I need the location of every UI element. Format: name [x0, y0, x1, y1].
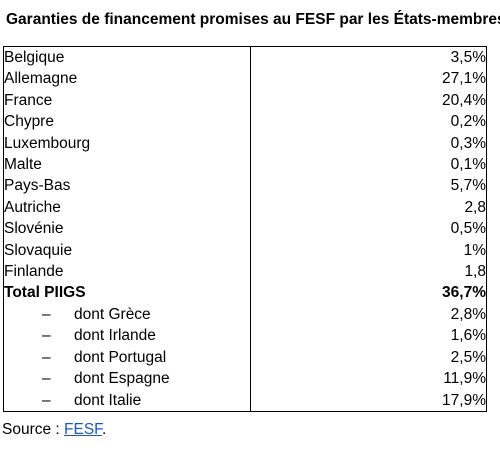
country-cell: Finlande — [3, 261, 251, 283]
sub-country-label: dont Espagne — [74, 370, 170, 388]
value-cell: 1,6% — [250, 325, 487, 347]
sub-country-label: dont Italie — [74, 391, 142, 409]
table-row: Chypre 0,2% — [3, 111, 487, 133]
sub-country-cell: – dont Irlande — [3, 325, 251, 347]
value-cell: 17,9% — [250, 389, 487, 412]
country-cell: Autriche — [3, 196, 251, 219]
sub-country-cell: – dont Italie — [3, 389, 251, 412]
country-cell: Belgique — [3, 46, 251, 69]
source-link[interactable]: FESF — [64, 421, 102, 438]
value-cell: 20,4% — [250, 89, 487, 112]
table-row: Malte 0,1% — [3, 154, 487, 176]
sub-country-label: dont Portugal — [74, 348, 167, 366]
table-row: Finlande 1,8 — [3, 261, 487, 283]
table-row: Belgique 3,5% — [3, 46, 487, 69]
sub-country-cell: – dont Grèce — [3, 303, 251, 326]
value-cell: 1,8 — [250, 261, 487, 283]
table-row: France 20,4% — [3, 89, 487, 112]
value-cell: 0,3% — [250, 132, 487, 155]
source-prefix: Source : — [2, 421, 65, 438]
country-cell: France — [3, 89, 251, 112]
sub-row: – dont Espagne 11,9% — [3, 368, 487, 390]
dash-bullet: – — [42, 370, 51, 388]
table-row: Slovaquie 1% — [3, 239, 487, 262]
sub-row: – dont Portugal 2,5% — [3, 346, 487, 369]
sub-country-cell: – dont Portugal — [3, 346, 251, 369]
table-row: Autriche 2,8 — [3, 196, 487, 219]
total-row: Total PIIGS 36,7% — [3, 282, 487, 304]
country-cell: Luxembourg — [3, 132, 251, 155]
dash-bullet: – — [42, 348, 51, 366]
source-note: Source : FESF. — [2, 421, 106, 439]
dash-bullet: – — [42, 391, 51, 409]
value-cell: 3,5% — [250, 46, 487, 69]
total-value: 36,7% — [250, 282, 487, 304]
value-cell: 2,8% — [250, 303, 487, 326]
value-cell: 2,8 — [250, 196, 487, 219]
value-cell: 1% — [250, 239, 487, 262]
sub-row: – dont Irlande 1,6% — [3, 325, 487, 347]
country-cell: Slovénie — [3, 218, 251, 240]
table-row: Allemagne 27,1% — [3, 68, 487, 90]
sub-row: – dont Italie 17,9% — [3, 389, 487, 412]
value-cell: 0,1% — [250, 154, 487, 176]
source-suffix: . — [101, 421, 107, 438]
country-cell: Pays-Bas — [3, 175, 251, 197]
sub-country-cell: – dont Espagne — [3, 368, 251, 390]
table-row: Pays-Bas 5,7% — [3, 175, 487, 197]
table-row: Luxembourg 0,3% — [3, 132, 487, 155]
sub-country-label: dont Irlande — [74, 327, 156, 345]
country-cell: Allemagne — [3, 68, 251, 90]
total-label: Total PIIGS — [3, 282, 251, 304]
value-cell: 0,5% — [250, 218, 487, 240]
value-cell: 27,1% — [250, 68, 487, 90]
country-cell: Slovaquie — [3, 239, 251, 262]
value-cell: 2,5% — [250, 346, 487, 369]
sub-row: – dont Grèce 2,8% — [3, 303, 487, 326]
value-cell: 5,7% — [250, 175, 487, 197]
value-cell: 0,2% — [250, 111, 487, 133]
guarantees-table: Belgique 3,5% Allemagne 27,1% France 20,… — [3, 46, 487, 412]
country-cell: Chypre — [3, 111, 251, 133]
value-cell: 11,9% — [250, 368, 487, 390]
country-cell: Malte — [3, 154, 251, 176]
table-title: Garanties de financement promises au FES… — [6, 11, 500, 28]
dash-bullet: – — [42, 327, 51, 345]
table-row: Slovénie 0,5% — [3, 218, 487, 240]
sub-country-label: dont Grèce — [74, 305, 151, 323]
dash-bullet: – — [42, 305, 51, 323]
